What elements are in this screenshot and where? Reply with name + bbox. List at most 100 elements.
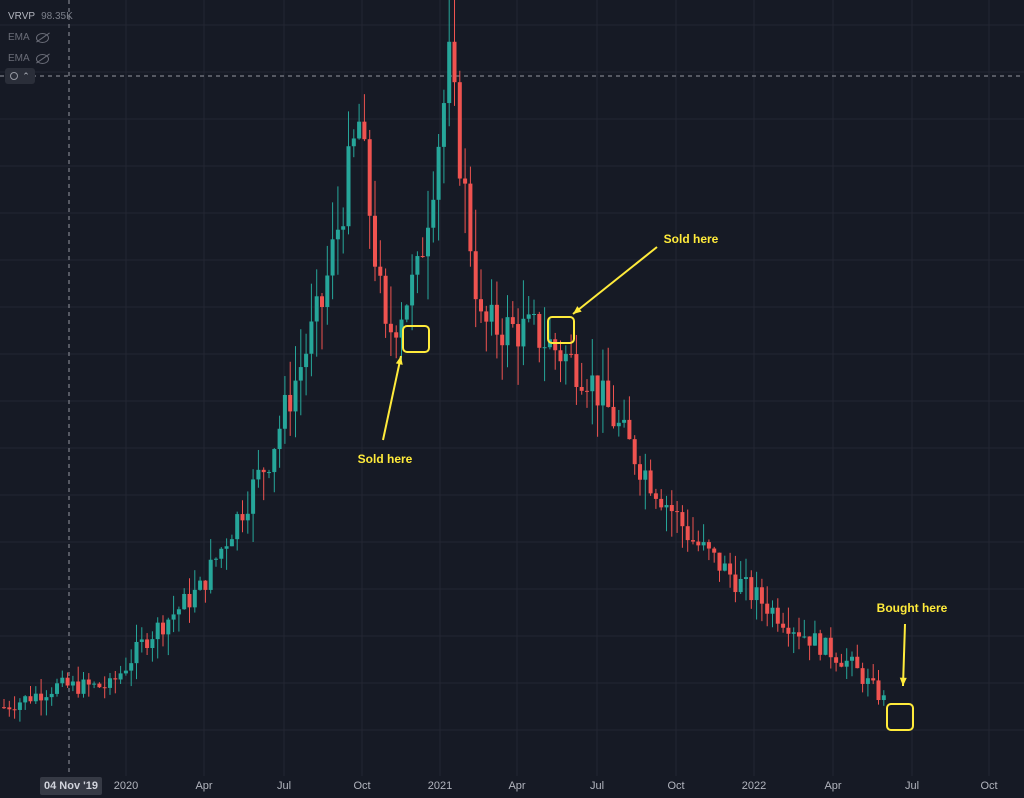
x-tick-label: 2020 <box>114 780 138 792</box>
candle-up <box>44 697 49 701</box>
candle-down <box>696 541 701 546</box>
candle-down <box>373 215 377 267</box>
candle-down <box>39 693 44 701</box>
arrow-head <box>573 306 582 314</box>
candle-down <box>7 707 12 710</box>
candle-down <box>733 574 738 593</box>
candle-down <box>717 552 722 571</box>
candle-up <box>351 138 356 147</box>
candle-down <box>261 469 266 473</box>
candle-up <box>532 313 536 315</box>
candle-up <box>235 514 240 540</box>
candle-down <box>669 505 674 512</box>
hidden-eye-icon[interactable] <box>35 53 49 64</box>
candle-up <box>526 314 531 319</box>
candle-up <box>192 589 197 608</box>
circle-icon <box>10 72 19 80</box>
x-tick-label: Oct <box>353 780 370 792</box>
candle-up <box>600 380 605 406</box>
x-tick-label: 2022 <box>742 780 766 792</box>
candle-up <box>171 614 176 620</box>
candle-down <box>240 514 245 521</box>
candle-up <box>134 641 139 664</box>
annotation-arrow <box>382 355 402 441</box>
candle-down <box>638 464 642 480</box>
x-tick-label: Jul <box>590 780 604 792</box>
candle-down <box>775 607 780 624</box>
candle-down <box>797 632 801 637</box>
candle-up <box>49 693 54 698</box>
candle-up <box>33 693 38 702</box>
crosshair-date-label: 04 Nov '19 <box>40 777 102 795</box>
candle-up <box>542 347 547 349</box>
arrow-head <box>899 677 907 686</box>
annotation-label: Sold here <box>664 232 719 246</box>
candle-up <box>722 563 727 571</box>
candle-up <box>415 256 420 275</box>
highlight-box <box>886 703 914 731</box>
candle-down <box>834 657 839 663</box>
candle-down <box>595 375 600 406</box>
candle-down <box>675 511 680 513</box>
x-tick-label: Oct <box>667 780 684 792</box>
candle-down <box>420 256 425 258</box>
candle-up <box>70 681 75 686</box>
collapse-legend-button[interactable]: ⌃ <box>5 68 35 84</box>
candle-up <box>17 702 22 710</box>
candle-down <box>145 639 150 649</box>
candle-up <box>330 239 335 276</box>
candle-up <box>139 639 144 642</box>
candle-up <box>399 319 404 338</box>
candle-down <box>611 406 616 427</box>
candle-up <box>182 593 187 610</box>
candle-up <box>431 199 436 228</box>
candle-up <box>881 695 886 701</box>
candle-up <box>267 472 271 474</box>
candle-up <box>229 539 234 547</box>
candle-down <box>161 622 165 635</box>
candle-down <box>680 512 685 527</box>
candle-up <box>198 580 203 590</box>
candle-down <box>537 313 542 348</box>
highlight-box <box>547 316 575 344</box>
candle-down <box>388 323 393 333</box>
hidden-eye-icon[interactable] <box>35 32 49 43</box>
candle-down <box>516 324 521 347</box>
candle-down <box>494 304 499 335</box>
x-tick-label: Jul <box>277 780 291 792</box>
candle-up <box>23 696 28 703</box>
candle-up <box>108 678 112 688</box>
candle-up <box>55 683 59 694</box>
x-axis: 2020 Apr Jul Oct 2021 Apr Jul Oct 2022 Apr Jul Oct <box>114 780 998 792</box>
candle-down <box>839 662 844 667</box>
candle-up <box>754 587 759 601</box>
candle-up <box>314 296 319 322</box>
candle-down <box>97 683 102 688</box>
candle-down <box>579 386 584 391</box>
candle-down <box>574 354 579 387</box>
candle-up <box>60 677 65 684</box>
candle-down <box>500 334 505 346</box>
candle-down <box>383 275 388 324</box>
legend-ema-1[interactable]: EMA <box>8 27 73 48</box>
legend-vrvp[interactable]: VRVP 98.35K <box>8 6 73 27</box>
candle-down <box>759 587 764 604</box>
candle-down <box>463 178 468 184</box>
x-tick-label: Apr <box>508 780 525 792</box>
annotation-arrow <box>902 623 906 687</box>
candle-up <box>272 449 277 473</box>
candle-down <box>394 332 399 338</box>
candle-down <box>367 139 372 216</box>
candle-up <box>865 678 870 684</box>
candle-up <box>277 428 282 450</box>
legend-ema-2[interactable]: EMA <box>8 48 73 69</box>
candle-down <box>606 380 611 407</box>
candle-down <box>452 41 457 83</box>
candle-up <box>155 622 160 640</box>
candle-down <box>855 656 860 669</box>
ema-label: EMA <box>8 32 30 43</box>
candle-down <box>76 681 81 694</box>
candle-down <box>632 439 637 465</box>
candle-up <box>81 679 86 694</box>
